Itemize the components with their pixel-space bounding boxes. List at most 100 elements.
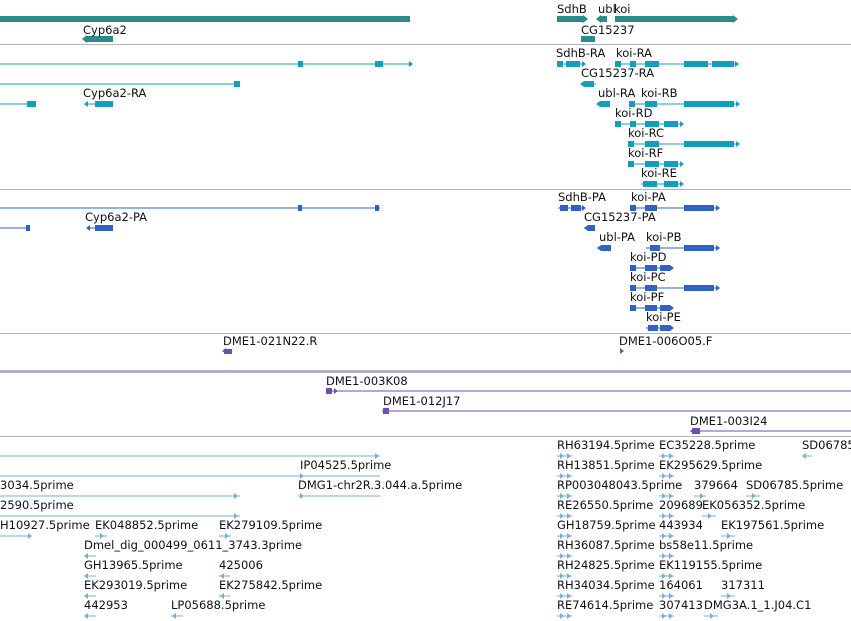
est-label[interactable]: 2590.5prime <box>0 498 74 512</box>
transcript-label[interactable]: koi-RA <box>616 46 653 60</box>
clone-end-label[interactable]: DME1-012J17 <box>383 394 461 408</box>
est-label[interactable]: EK197561.5prime <box>721 518 825 532</box>
est-label[interactable]: 425006 <box>219 558 263 572</box>
exon-block[interactable] <box>684 245 714 251</box>
exon-block[interactable] <box>584 81 594 87</box>
gene-bar[interactable] <box>581 36 595 42</box>
exon-block[interactable] <box>95 101 113 107</box>
gene-bar[interactable] <box>615 16 733 22</box>
clone-end-marker[interactable] <box>692 428 700 434</box>
gene-label-ubl[interactable]: ubl <box>598 2 616 16</box>
exon-block[interactable] <box>630 305 636 311</box>
est-label[interactable]: 307413 <box>659 598 703 612</box>
exon-block[interactable] <box>684 61 708 67</box>
est-label[interactable]: 3034.5prime <box>0 478 74 492</box>
est-label[interactable]: SD06785 <box>802 438 851 452</box>
est-label[interactable]: RH24825.5prime <box>557 558 655 572</box>
gene-label-cg15237[interactable]: CG15237 <box>581 23 635 37</box>
exon-block[interactable] <box>643 181 657 187</box>
est-label[interactable]: RE26550.5prime <box>557 498 654 512</box>
est-label[interactable]: 443934 <box>659 518 703 532</box>
exon-block[interactable] <box>630 61 636 67</box>
exon-block[interactable] <box>557 61 563 67</box>
exon-block[interactable] <box>298 205 302 211</box>
exon-block[interactable] <box>95 225 113 231</box>
transcript-label[interactable]: koi-RF <box>628 146 664 160</box>
transcript-label[interactable]: ubl-RA <box>598 86 636 100</box>
exon-block[interactable] <box>630 285 636 291</box>
clone-end-label[interactable]: DME1-003I24 <box>690 414 768 428</box>
est-label[interactable]: GH18759.5prime <box>557 518 656 532</box>
gene-label-koi[interactable]: koi <box>614 2 631 16</box>
protein-label[interactable]: ubl-PA <box>599 230 635 244</box>
est-label[interactable]: EK275842.5prime <box>219 578 323 592</box>
exon-block[interactable] <box>645 161 659 167</box>
est-label[interactable]: 317311 <box>721 578 765 592</box>
est-label[interactable]: bs58e11.5prime <box>659 538 754 552</box>
exon-block[interactable] <box>650 245 660 251</box>
est-label[interactable]: DMG3A.1_1.J04.C1 <box>704 598 812 612</box>
est-label[interactable]: EC35228.5prime <box>659 438 756 452</box>
exon-block[interactable] <box>645 141 659 147</box>
protein-label[interactable]: koi-PC <box>630 270 666 284</box>
exon-block[interactable] <box>571 205 581 211</box>
exon-block[interactable] <box>375 205 379 211</box>
exon-block[interactable] <box>630 205 636 211</box>
exon-block[interactable] <box>26 225 30 231</box>
est-label[interactable]: EK295629.5prime <box>659 458 763 472</box>
protein-label[interactable]: SdhB-PA <box>558 190 606 204</box>
exon-block[interactable] <box>630 265 636 271</box>
protein-label[interactable]: Cyp6a2-PA <box>85 210 148 224</box>
est-label[interactable]: Dmel_dig_000499_0611_3743.3prime <box>84 538 303 552</box>
exon-block[interactable] <box>712 61 734 67</box>
protein-label[interactable]: koi-PE <box>646 310 681 324</box>
exon-block[interactable] <box>660 265 670 271</box>
exon-block[interactable] <box>684 285 714 291</box>
est-label[interactable]: EK119155.5prime <box>659 558 763 572</box>
exon-block[interactable] <box>629 101 635 107</box>
exon-block[interactable] <box>630 121 636 127</box>
exon-block[interactable] <box>615 61 621 67</box>
protein-label[interactable]: CG15237-PA <box>584 210 656 224</box>
transcript-label[interactable]: koi-RE <box>641 166 677 180</box>
est-label[interactable]: SD06785.5prime <box>746 478 844 492</box>
exon-block[interactable] <box>664 121 678 127</box>
clone-end-marker[interactable] <box>224 349 232 354</box>
est-label[interactable]: RH36087.5prime <box>557 538 655 552</box>
exon-block[interactable] <box>645 121 659 127</box>
transcript-label[interactable]: SdhB-RA <box>556 46 606 60</box>
transcript-label[interactable]: koi-RD <box>615 106 653 120</box>
gene-bar[interactable] <box>0 16 410 22</box>
est-label[interactable]: RH13851.5prime <box>557 458 655 472</box>
exon-block[interactable] <box>601 245 611 251</box>
clone-end-marker[interactable] <box>326 388 332 394</box>
exon-block[interactable] <box>628 141 634 147</box>
transcript-label[interactable]: Cyp6a2-RA <box>83 86 147 100</box>
clone-end-label[interactable]: DME1-003K08 <box>326 374 408 388</box>
est-label[interactable]: EK293019.5prime <box>84 578 188 592</box>
exon-block[interactable] <box>645 285 657 291</box>
est-label[interactable]: EK279109.5prime <box>219 518 323 532</box>
est-label[interactable]: RE74614.5prime <box>557 598 654 612</box>
est-label[interactable]: RP003048043.5prime <box>557 478 683 492</box>
est-label[interactable]: DMG1-chr2R.3.044.a.5prime <box>298 478 463 492</box>
est-label[interactable]: EK048852.5prime <box>95 518 199 532</box>
est-label[interactable]: RH34034.5prime <box>557 578 655 592</box>
est-label[interactable]: IP04525.5prime <box>300 458 392 472</box>
exon-block[interactable] <box>684 101 734 107</box>
gene-label-cyp6a2[interactable]: Cyp6a2 <box>83 23 127 37</box>
est-label[interactable]: 442953 <box>84 598 128 612</box>
clone-end-label[interactable]: DME1-006O05.F <box>619 334 713 348</box>
exon-block[interactable] <box>628 161 634 167</box>
gene-bar[interactable] <box>87 36 113 42</box>
transcript-label[interactable]: koi-RB <box>641 86 678 100</box>
est-label[interactable]: LP05688.5prime <box>171 598 266 612</box>
exon-block[interactable] <box>645 61 659 67</box>
est-label[interactable]: 164061 <box>659 578 703 592</box>
est-label[interactable]: 209689 <box>659 498 703 512</box>
exon-block[interactable] <box>600 101 610 107</box>
gene-bar[interactable] <box>557 16 583 22</box>
est-label[interactable]: GH13965.5prime <box>84 558 183 572</box>
exon-block[interactable] <box>645 305 657 311</box>
exon-block[interactable] <box>27 101 36 107</box>
